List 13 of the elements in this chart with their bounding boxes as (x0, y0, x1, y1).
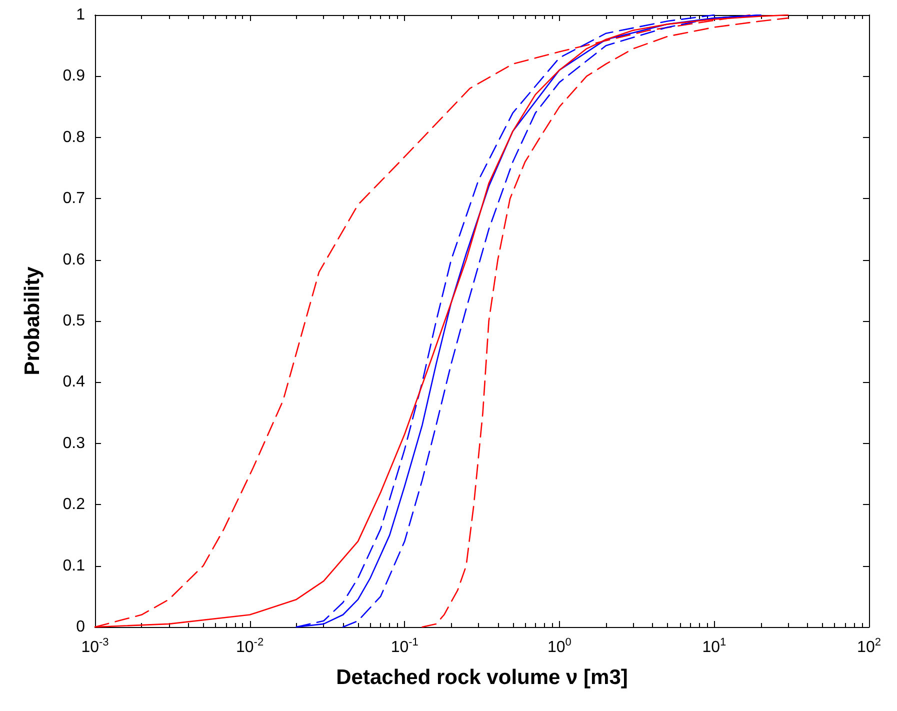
x-axis-title: Detached rock volume ν [m3] (336, 666, 628, 689)
y-tick-label: 0 (76, 618, 86, 636)
y-tick-label: 0.1 (62, 557, 86, 574)
y-tick-label: 0.3 (62, 434, 86, 452)
y-tick-label: 0.7 (62, 190, 86, 208)
y-tick-label: 0.8 (62, 128, 86, 146)
y-tick-label: 0.4 (62, 374, 86, 391)
y-tick-label: 0.2 (62, 496, 86, 514)
y-axis-title: Probability (21, 266, 44, 376)
y-tick-label: 0.5 (62, 312, 86, 330)
y-tick-label: 0.6 (62, 251, 86, 268)
y-tick-label: 0.9 (62, 68, 86, 85)
y-tick-label: 1 (76, 6, 86, 24)
